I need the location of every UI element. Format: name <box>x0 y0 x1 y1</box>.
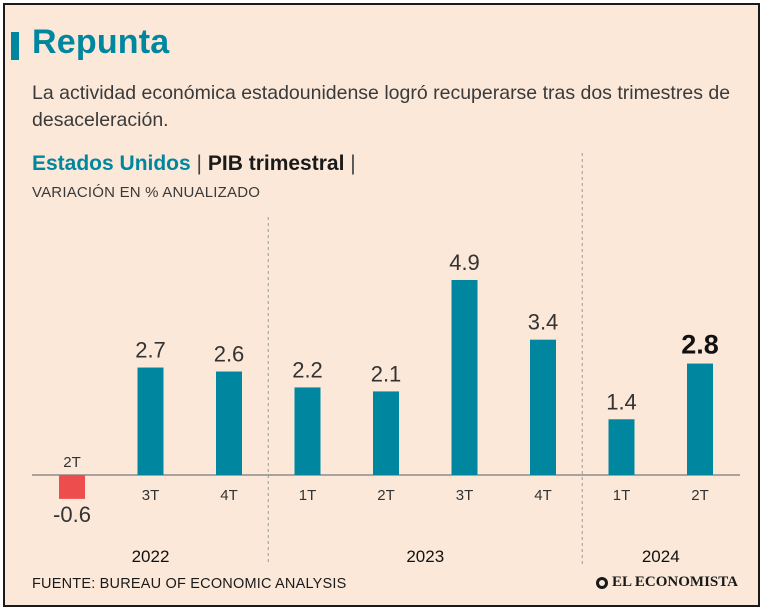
category-label-4: 2T <box>377 487 395 504</box>
value-label-7: 1.4 <box>606 389 637 414</box>
bar-8 <box>687 363 713 475</box>
bar-3 <box>294 387 321 475</box>
value-label-3: 2.2 <box>292 357 323 382</box>
year-label-2023: 2023 <box>406 547 444 566</box>
category-label-7: 1T <box>613 487 631 504</box>
category-label-6: 4T <box>534 487 552 504</box>
bar-4 <box>373 391 399 475</box>
bar-7 <box>608 419 635 475</box>
infographic-frame: Repunta La actividad económica estadouni… <box>3 3 760 607</box>
value-label-8: 2.8 <box>681 330 719 360</box>
publisher-logo: EL ECONOMISTA <box>596 574 738 591</box>
chart-heading: Estados Unidos | PIB trimestral | <box>32 152 356 176</box>
category-label-5: 3T <box>456 487 474 504</box>
chart-country: Estados Unidos <box>32 152 191 175</box>
category-label-8: 2T <box>691 487 709 504</box>
value-label-5: 4.9 <box>449 250 480 275</box>
year-label-2024: 2024 <box>642 547 680 566</box>
bar-1 <box>137 367 164 475</box>
year-label-2022: 2022 <box>132 547 170 566</box>
logo-text: EL ECONOMISTA <box>612 574 738 590</box>
category-label-0: 2T <box>63 454 81 471</box>
gdp-bar-chart: -0.6 2T 2.7 3T 2.6 4T 2.2 1T 2.1 2T 4.9 3T 3.4 4T 1.4 1… <box>32 153 740 566</box>
value-label-1: 2.7 <box>135 338 166 363</box>
bar-2 <box>216 371 242 475</box>
page-subtitle: La actividad económica estadounidense lo… <box>32 82 731 131</box>
page-title: Repunta <box>32 23 170 61</box>
chart-separator-trailing: | <box>350 152 356 175</box>
value-label-2: 2.6 <box>214 342 245 367</box>
category-label-1: 3T <box>142 487 160 504</box>
category-label-3: 1T <box>299 487 317 504</box>
bar-0 <box>59 475 85 499</box>
bar-6 <box>530 339 556 475</box>
bar-5 <box>451 279 478 475</box>
chart-unit-label: VARIACIÓN EN % ANUALIZADO <box>32 184 261 201</box>
value-label-0: -0.6 <box>53 502 91 527</box>
chart-separator: | <box>196 152 203 175</box>
title-accent-bar <box>11 32 19 60</box>
chart-metric: PIB trimestral <box>207 152 345 175</box>
value-label-6: 3.4 <box>528 310 559 335</box>
value-label-4: 2.1 <box>371 361 402 386</box>
logo-mark-icon <box>596 576 608 589</box>
source-note: FUENTE: BUREAU OF ECONOMIC ANALYSIS <box>32 576 347 592</box>
category-label-2: 4T <box>220 487 238 504</box>
